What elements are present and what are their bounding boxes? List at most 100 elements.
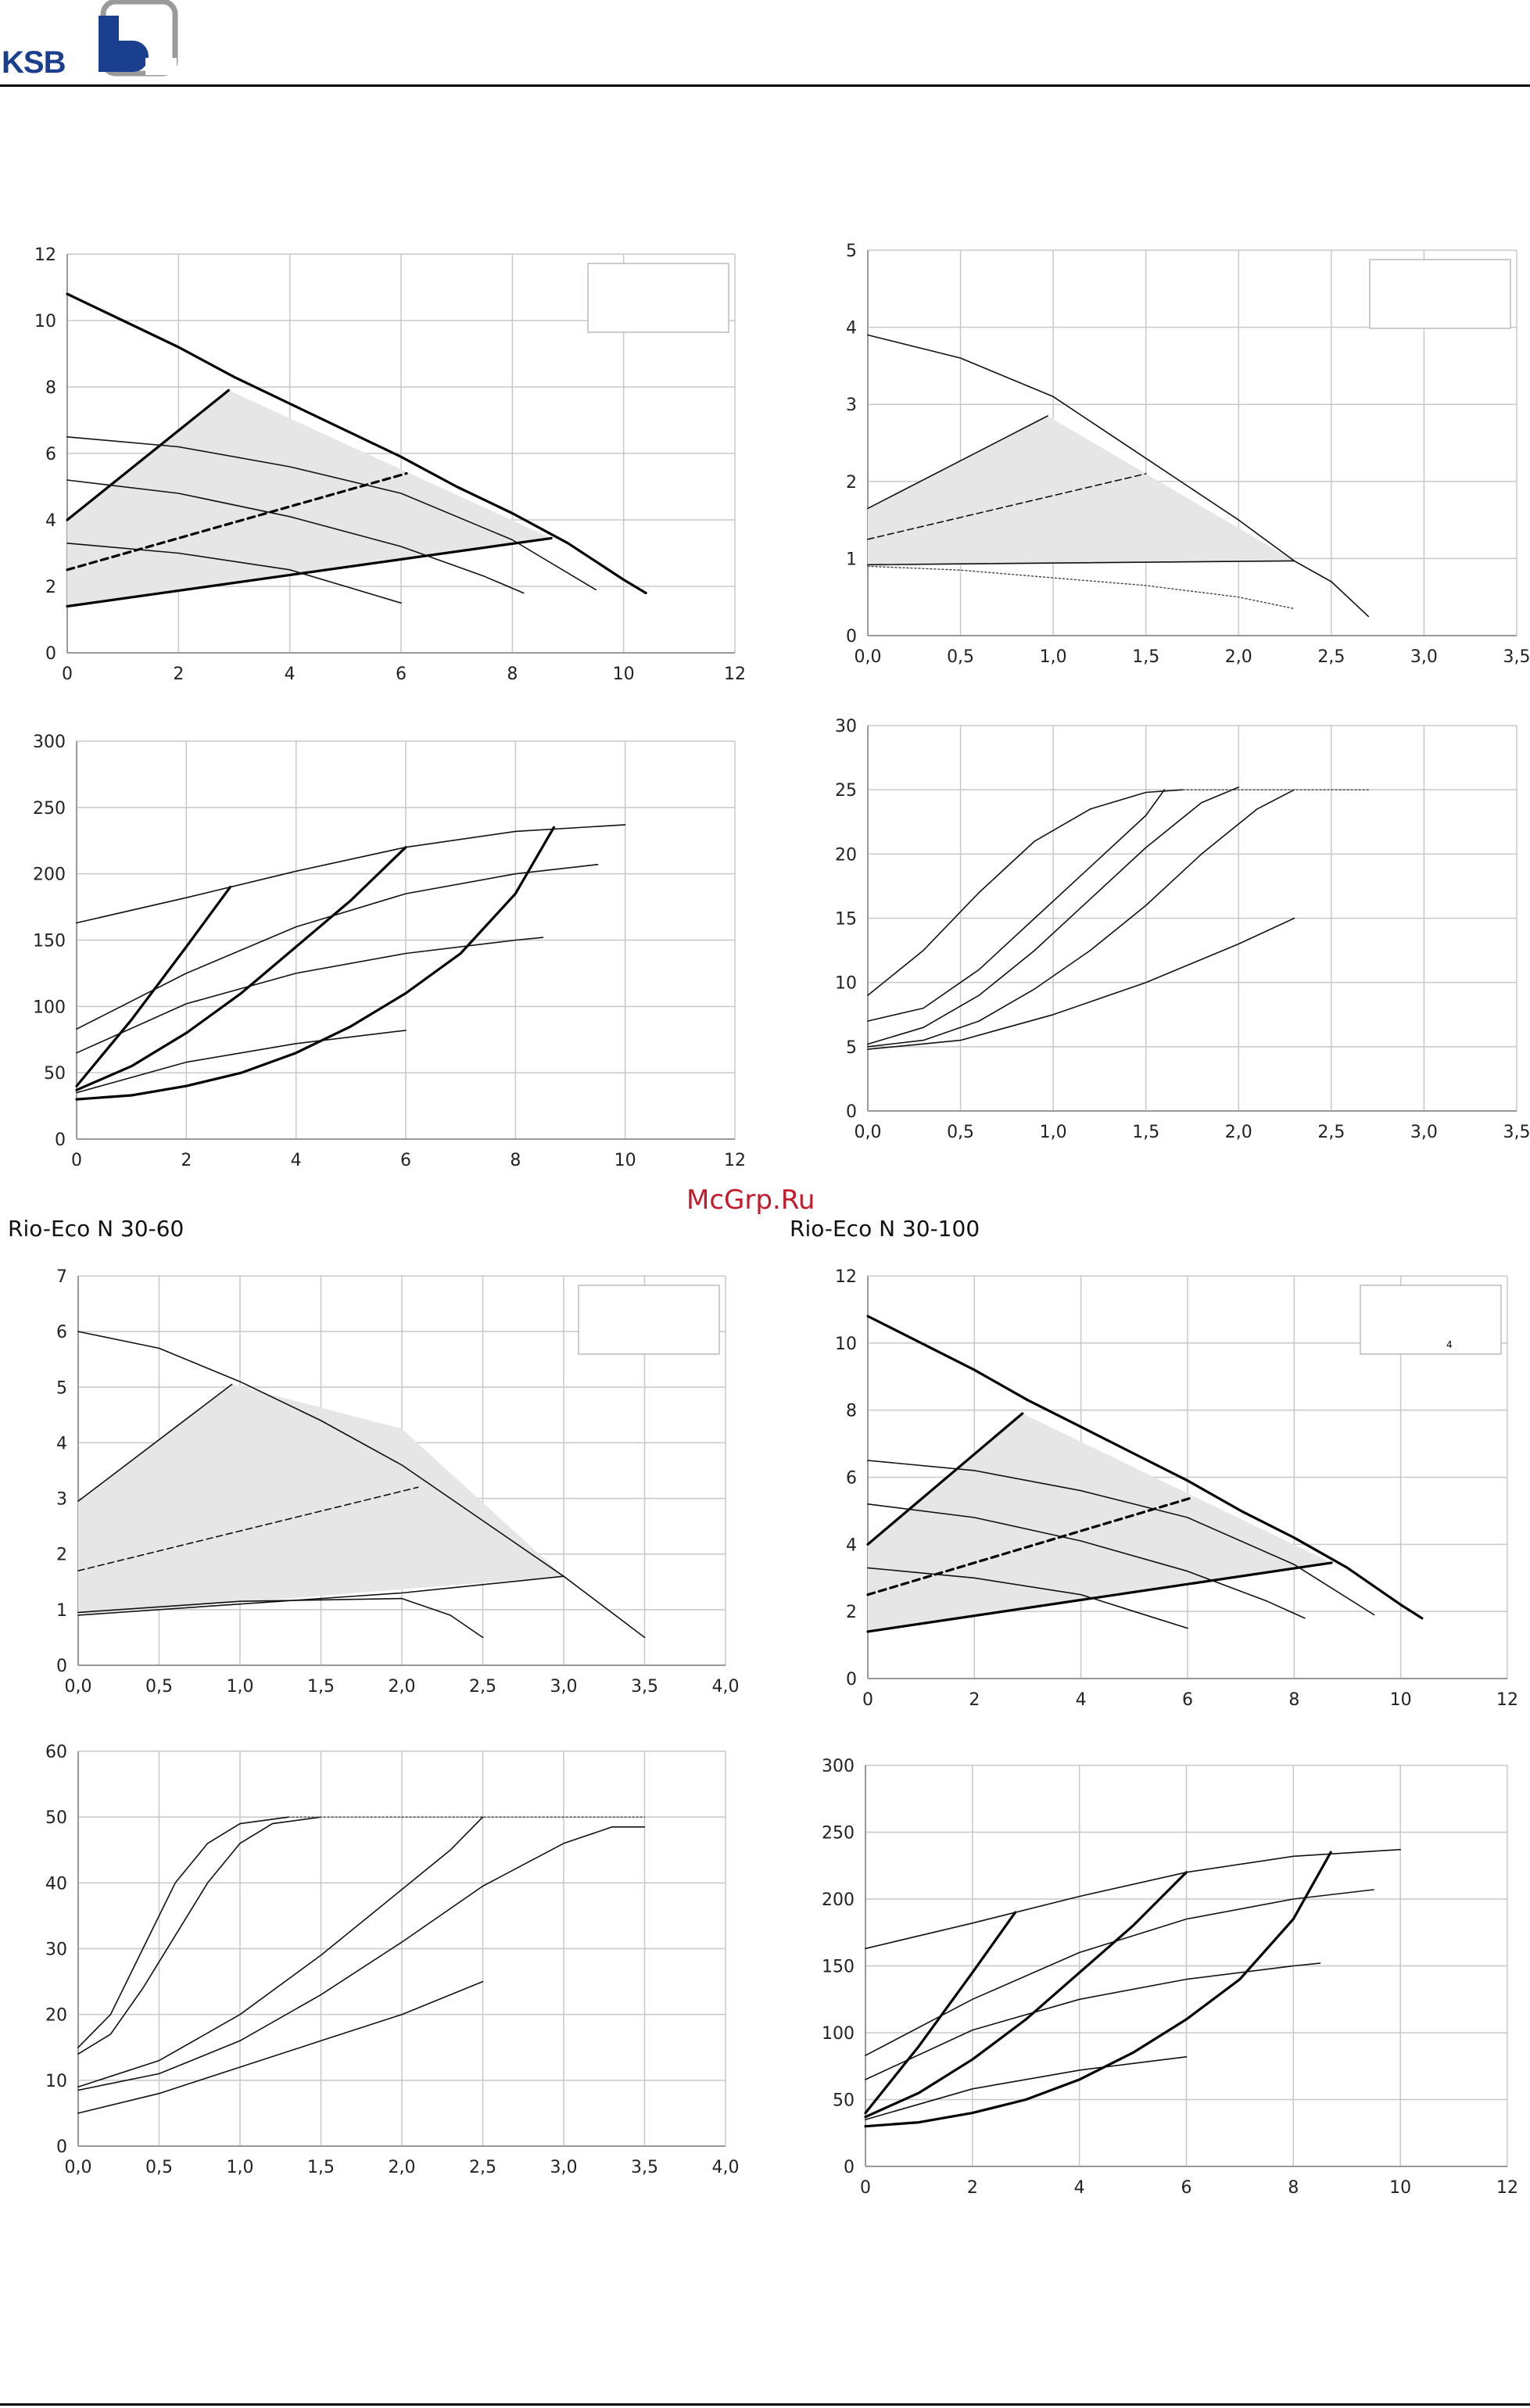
brand-name: KSB: [2, 45, 66, 80]
curve-thin: [76, 1030, 407, 1094]
y-tick-label: 300: [822, 1757, 855, 1776]
y-tick-label: 0: [55, 1131, 66, 1150]
y-tick-label: 50: [44, 1064, 66, 1084]
x-tick-label: 4: [291, 1151, 302, 1170]
ksb-logo: KSB: [0, 0, 188, 86]
y-tick-label: 250: [822, 1824, 855, 1844]
curve-thin: [865, 2056, 1188, 2120]
y-tick-label: 150: [822, 1958, 855, 1977]
curve-bold: [66, 536, 553, 608]
curve-bold: [75, 846, 407, 1091]
curve-thin: [867, 789, 1295, 1048]
caption-rio-eco-30-100: Rio-Eco N 30-100: [790, 1216, 980, 1242]
curve-thin: [867, 415, 1048, 510]
y-tick-label: 4: [45, 511, 56, 531]
x-tick-label: 1,0: [1040, 1123, 1067, 1142]
curve-dotted: [867, 565, 1295, 610]
chart-svg: 0,0 0,5 1,0 1,5 2,0 2,5 3,0 3,5 4,0 0 10 20 30 40 50 60: [45, 1743, 740, 2177]
chart-head-flow-30-100: 0 2 4 6 8 10 12 0 2 4 6 8 10 12 4: [790, 1259, 1530, 1728]
x-tick-label: 2: [181, 1151, 192, 1170]
chart-power-flow-upper-right: 0,0 0,5 1,0 1,5 2,0 2,5 3,0 3,5 0 5 10 15 20 25 30: [790, 711, 1530, 1181]
x-tick-label: 0: [860, 2178, 871, 2198]
x-tick-label: 0: [71, 1151, 82, 1170]
y-tick-label: 8: [45, 378, 56, 398]
curve-thin: [66, 543, 402, 604]
y-tick-label: 100: [822, 2024, 855, 2044]
curve-bold-dashed: [66, 471, 408, 572]
curve-thin: [865, 1848, 1401, 1950]
y-tick-label: 20: [835, 845, 857, 865]
header-rule: [0, 84, 1530, 87]
y-tick-label: 3: [56, 1490, 67, 1510]
y-tick-label: 20: [45, 2006, 67, 2026]
chart-head-flow-top-left: 0 2 4 6 8 10 12 0 2 4 6 8 10 12: [8, 231, 751, 700]
x-tick-label: 10: [1389, 2178, 1411, 2198]
chart-head-flow-30-60: 0,0 0,5 1,0 1,5 2,0 2,5 3,0 3,5 4,0 0 1 2 3 4 5 6 7: [8, 1259, 751, 1728]
x-tick-label: 12: [724, 1151, 746, 1170]
curve-thin: [867, 1567, 1188, 1629]
curve-bold: [866, 1561, 1333, 1633]
chart-svg: 0 2 4 6 8 10 12 0 2 4 6 8 10 12: [34, 245, 746, 684]
curve-bold-dashed: [866, 1496, 1195, 1596]
chart-power-flow-30-100: 0 2 4 6 8 10 12 0 50 100 150 200 250 300: [790, 1751, 1530, 2220]
x-tick-label: 2,0: [1225, 647, 1252, 667]
x-tick-label: 3,5: [1503, 647, 1530, 667]
y-tick-label: 50: [833, 2091, 855, 2111]
x-tick-label: 0,0: [65, 2158, 92, 2177]
y-tick-label: 4: [56, 1434, 67, 1453]
x-tick-label: 8: [1288, 2178, 1299, 2198]
curve-bold: [75, 886, 232, 1088]
x-tick-label: 4: [285, 665, 296, 684]
y-tick-label: 0: [45, 644, 56, 664]
curve-thin: [867, 917, 1295, 1050]
curve-thin: [867, 334, 1370, 618]
x-tick-label: 0,5: [947, 647, 974, 667]
y-tick-label: 0: [846, 1670, 857, 1690]
x-tick-label: 3,5: [631, 1677, 658, 1697]
x-tick-label: 2,0: [389, 2158, 416, 2177]
legend-box: [587, 263, 729, 333]
x-tick-label: 1,5: [307, 2158, 335, 2177]
y-tick-label: 40: [45, 1874, 67, 1894]
x-tick-label: 1,0: [1040, 647, 1067, 667]
y-tick-label: 0: [56, 1657, 67, 1676]
x-tick-label: 3,0: [1410, 1123, 1438, 1142]
y-tick-label: 250: [33, 799, 66, 819]
x-tick-label: 2,5: [1317, 1123, 1345, 1142]
x-tick-label: 4,0: [712, 1677, 740, 1697]
y-tick-label: 60: [45, 1743, 67, 1762]
curve-thin: [77, 1383, 233, 1502]
curve-thin: [77, 1980, 484, 2114]
curve-bold: [866, 1314, 1424, 1620]
curve-thin: [867, 1503, 1306, 1619]
legend-box: [578, 1285, 720, 1355]
y-tick-label: 2: [846, 1603, 857, 1622]
y-tick-label: 2: [846, 473, 857, 493]
y-tick-label: 8: [846, 1402, 857, 1421]
curve-thin: [77, 1331, 646, 1639]
x-tick-label: 4,0: [712, 2158, 740, 2177]
curve-thin: [865, 1889, 1374, 2056]
curve-thin: [77, 1816, 484, 2088]
ksb-logo-icon: [99, 0, 178, 77]
x-tick-label: 2: [969, 1690, 980, 1710]
x-tick-label: 2,5: [469, 2158, 496, 2177]
x-tick-label: 0: [862, 1690, 873, 1710]
y-tick-label: 10: [835, 1335, 857, 1354]
y-tick-label: 6: [56, 1323, 67, 1342]
watermark: McGrp.Ru: [686, 1184, 815, 1216]
x-tick-label: 2,0: [1225, 1123, 1252, 1142]
y-tick-label: 1: [846, 550, 857, 569]
operating-region: [78, 1384, 564, 1615]
x-tick-label: 8: [507, 665, 518, 684]
x-tick-label: 0,0: [65, 1677, 92, 1697]
y-tick-label: 0: [56, 2137, 67, 2157]
curve-thin: [66, 479, 525, 594]
y-tick-label: 10: [34, 312, 56, 331]
curve-thin: [76, 824, 626, 924]
x-tick-label: 10: [615, 1151, 636, 1170]
x-tick-label: 10: [1390, 1690, 1412, 1710]
y-tick-label: 200: [33, 865, 66, 885]
y-tick-label: 25: [835, 781, 857, 801]
x-tick-label: 6: [400, 1151, 411, 1170]
